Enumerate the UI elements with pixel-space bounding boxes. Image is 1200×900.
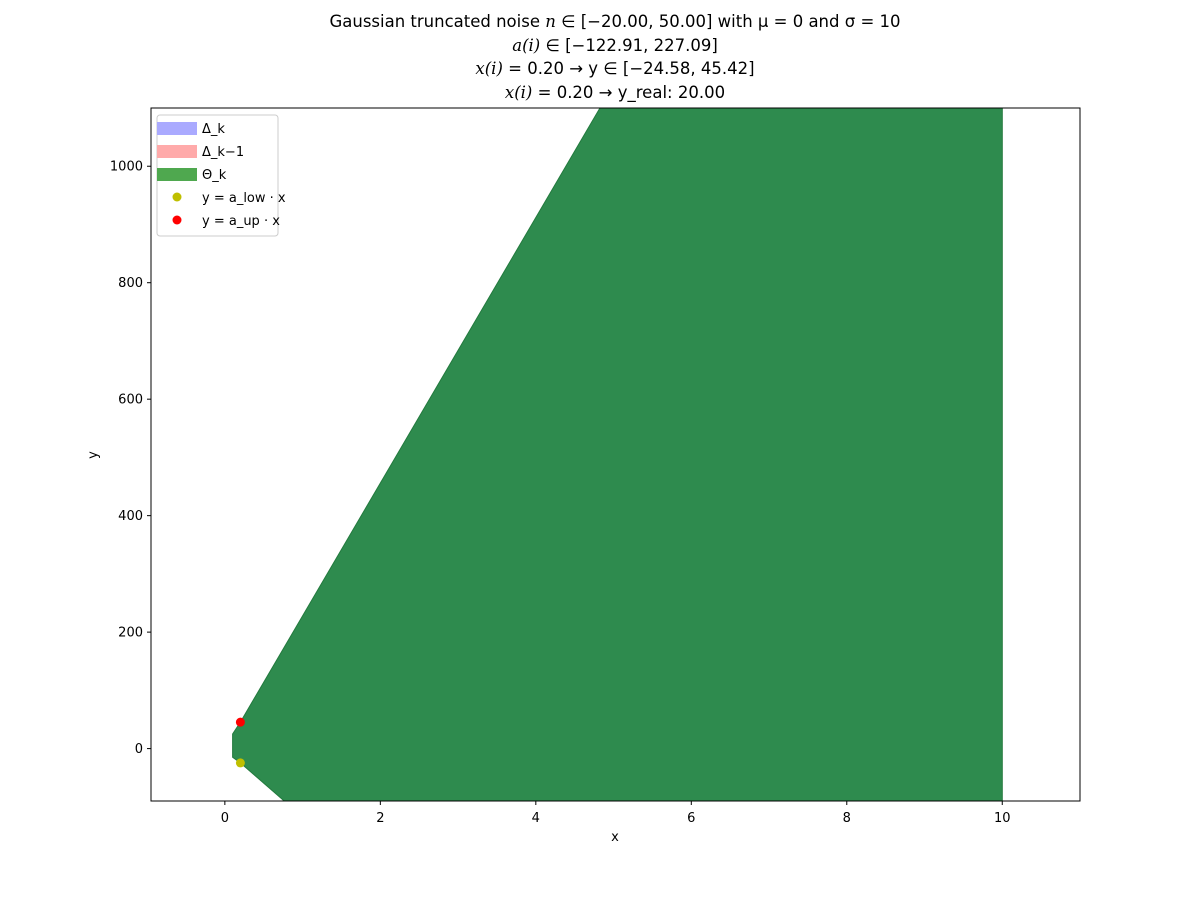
plot-frame (150, 107, 1081, 802)
legend-marker (172, 192, 182, 202)
x-tick-label: 2 (376, 811, 384, 826)
points-layer (235, 717, 245, 768)
legend-swatch (157, 145, 197, 158)
regions-layer (232, 108, 1003, 801)
x-tick-label: 10 (994, 811, 1011, 826)
x-axis-label: x (611, 830, 619, 845)
title-line-1: Gaussian truncated noise n ∈ [−20.00, 50… (329, 12, 901, 31)
legend-label: y = a_low · x (202, 191, 286, 206)
legend-label: Θ_k (202, 168, 227, 183)
title-line-2: a(i) ∈ [−122.91, 227.09] (512, 35, 718, 55)
legend-label: y = a_up · x (202, 214, 280, 229)
x-tick-label: 4 (532, 811, 540, 826)
legend-label: Δ_k−1 (202, 145, 244, 160)
y-tick-label: 200 (118, 626, 143, 641)
data-point-a-low (235, 758, 245, 768)
legend-swatch (157, 122, 197, 135)
title-line-4: x(i) = 0.20 → y_real: 20.00 (504, 82, 726, 102)
x-tick-label: 8 (843, 811, 851, 826)
legend-label: Δ_k (202, 122, 225, 137)
y-tick-label: 800 (118, 276, 143, 291)
y-tick-label: 400 (118, 509, 143, 524)
legend: Δ_k Δ_k−1 Θ_ky = a_low · x y = a_up · x (156, 114, 286, 237)
region-theta-k (232, 108, 1003, 801)
chart-title: Gaussian truncated noise n ∈ [−20.00, 50… (0, 10, 1200, 104)
x-axis-ticks: 0 2 4 6 8 10 (221, 801, 1011, 826)
legend-marker (172, 215, 182, 225)
x-tick-label: 6 (687, 811, 695, 826)
y-axis-ticks: 0 200 400 600 800 1000 (110, 160, 151, 757)
y-axis-label: y (86, 451, 101, 459)
y-tick-label: 600 (118, 393, 143, 408)
legend-swatch (157, 168, 197, 181)
title-line-3: x(i) = 0.20 → y ∈ [−24.58, 45.42] (475, 59, 755, 78)
x-tick-label: 0 (221, 811, 229, 826)
y-tick-label: 1000 (110, 160, 143, 175)
y-tick-label: 0 (135, 742, 143, 757)
data-point-a-up (235, 717, 245, 727)
